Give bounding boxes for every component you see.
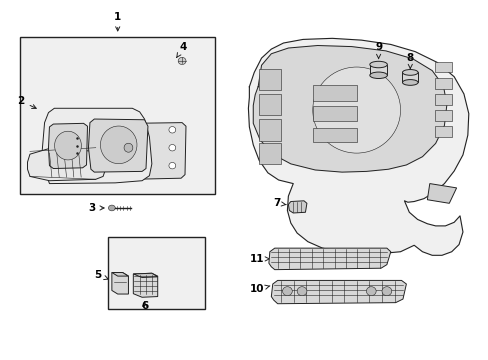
Polygon shape xyxy=(127,123,185,179)
Ellipse shape xyxy=(100,126,137,164)
Text: 1: 1 xyxy=(114,12,121,31)
Text: 2: 2 xyxy=(18,96,36,108)
Ellipse shape xyxy=(168,127,175,133)
Bar xyxy=(259,119,281,140)
Text: 3: 3 xyxy=(88,203,104,213)
Bar xyxy=(402,72,417,82)
Polygon shape xyxy=(248,39,468,255)
Polygon shape xyxy=(253,45,446,172)
Bar xyxy=(434,62,451,72)
Text: 5: 5 xyxy=(94,270,108,280)
Ellipse shape xyxy=(369,61,386,68)
Text: 7: 7 xyxy=(272,198,285,208)
Polygon shape xyxy=(133,273,158,278)
Bar xyxy=(259,94,281,116)
Polygon shape xyxy=(133,273,158,297)
Ellipse shape xyxy=(402,80,417,85)
Ellipse shape xyxy=(369,72,386,78)
Polygon shape xyxy=(112,273,128,276)
Polygon shape xyxy=(112,273,128,294)
Polygon shape xyxy=(288,201,306,213)
Polygon shape xyxy=(427,184,456,203)
Text: 11: 11 xyxy=(249,254,269,264)
Ellipse shape xyxy=(297,287,306,296)
Bar xyxy=(369,64,386,75)
Ellipse shape xyxy=(282,287,292,296)
Ellipse shape xyxy=(168,162,175,169)
Bar xyxy=(259,143,281,164)
Ellipse shape xyxy=(124,143,133,152)
Text: 10: 10 xyxy=(249,284,269,294)
Ellipse shape xyxy=(168,144,175,151)
Polygon shape xyxy=(27,148,105,181)
Text: 4: 4 xyxy=(176,42,187,58)
Polygon shape xyxy=(268,248,390,270)
Ellipse shape xyxy=(55,131,81,160)
Ellipse shape xyxy=(402,69,417,75)
Polygon shape xyxy=(271,280,406,304)
Polygon shape xyxy=(48,123,87,168)
Bar xyxy=(312,128,356,142)
Text: 8: 8 xyxy=(406,53,413,69)
Text: 9: 9 xyxy=(374,42,382,58)
Polygon shape xyxy=(42,108,152,184)
Bar xyxy=(434,126,451,137)
Text: 6: 6 xyxy=(141,301,148,311)
Polygon shape xyxy=(88,119,148,172)
Ellipse shape xyxy=(381,287,391,296)
Bar xyxy=(259,69,281,90)
Bar xyxy=(434,110,451,121)
Bar xyxy=(434,78,451,89)
Bar xyxy=(312,85,356,101)
Ellipse shape xyxy=(366,287,375,296)
Bar xyxy=(434,94,451,105)
Bar xyxy=(312,106,356,121)
Ellipse shape xyxy=(312,67,400,153)
Bar xyxy=(20,37,215,194)
Ellipse shape xyxy=(108,205,115,211)
Ellipse shape xyxy=(178,57,185,64)
Bar xyxy=(108,237,205,309)
